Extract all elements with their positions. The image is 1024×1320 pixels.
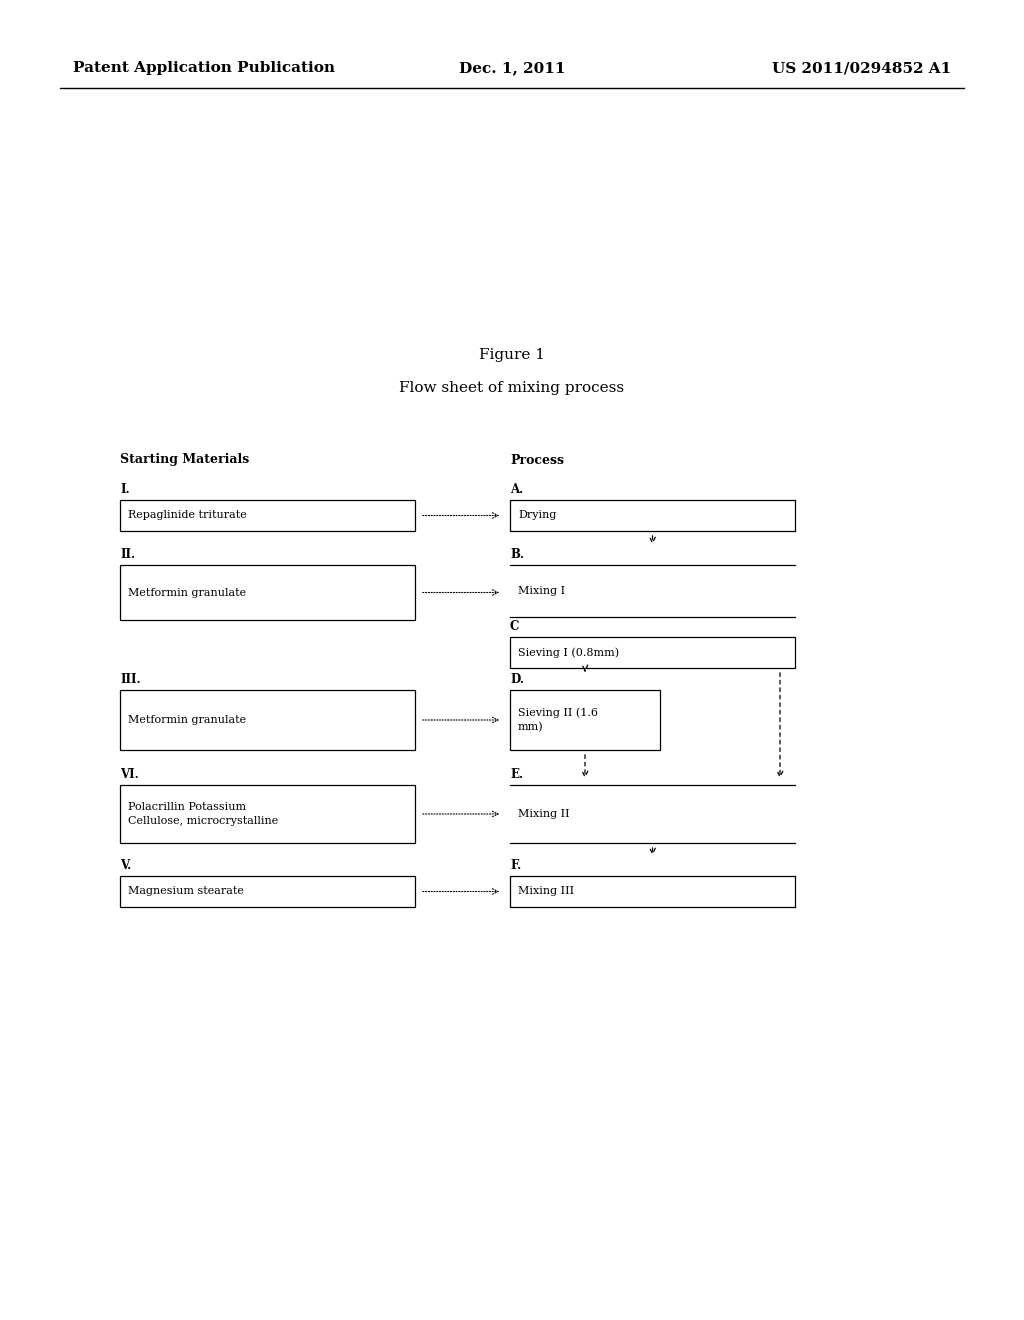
Text: A.: A. bbox=[510, 483, 523, 496]
Text: F.: F. bbox=[510, 859, 521, 873]
Text: Mixing I: Mixing I bbox=[518, 586, 565, 597]
Bar bbox=[120, 876, 415, 907]
Text: Drying: Drying bbox=[518, 511, 556, 520]
Text: Sieving I (0.8mm): Sieving I (0.8mm) bbox=[518, 647, 620, 657]
Text: VI.: VI. bbox=[120, 768, 138, 781]
Text: Metformin granulate: Metformin granulate bbox=[128, 715, 246, 725]
Text: Sieving II (1.6
mm): Sieving II (1.6 mm) bbox=[518, 708, 598, 733]
Bar bbox=[120, 690, 415, 750]
Text: US 2011/0294852 A1: US 2011/0294852 A1 bbox=[772, 61, 951, 75]
Bar bbox=[510, 876, 795, 907]
Text: Magnesium stearate: Magnesium stearate bbox=[128, 887, 244, 896]
Text: Metformin granulate: Metformin granulate bbox=[128, 587, 246, 598]
Text: E.: E. bbox=[510, 768, 523, 781]
Text: Repaglinide triturate: Repaglinide triturate bbox=[128, 511, 247, 520]
Text: Starting Materials: Starting Materials bbox=[120, 454, 249, 466]
Bar bbox=[510, 500, 795, 531]
Text: D.: D. bbox=[510, 673, 524, 686]
Bar bbox=[510, 638, 795, 668]
Bar bbox=[510, 690, 660, 750]
Text: Mixing II: Mixing II bbox=[518, 809, 569, 818]
Text: Flow sheet of mixing process: Flow sheet of mixing process bbox=[399, 381, 625, 395]
Text: C: C bbox=[510, 620, 519, 634]
Text: Mixing III: Mixing III bbox=[518, 887, 574, 896]
Text: I.: I. bbox=[120, 483, 130, 496]
Text: V.: V. bbox=[120, 859, 131, 873]
Text: III.: III. bbox=[120, 673, 140, 686]
Bar bbox=[120, 785, 415, 843]
Text: Dec. 1, 2011: Dec. 1, 2011 bbox=[459, 61, 565, 75]
Bar bbox=[120, 565, 415, 620]
Bar bbox=[120, 500, 415, 531]
Text: Figure 1: Figure 1 bbox=[479, 348, 545, 362]
Text: II.: II. bbox=[120, 548, 135, 561]
Text: B.: B. bbox=[510, 548, 524, 561]
Text: Patent Application Publication: Patent Application Publication bbox=[73, 61, 335, 75]
Text: Process: Process bbox=[510, 454, 564, 466]
Text: Polacrillin Potassium
Cellulose, microcrystalline: Polacrillin Potassium Cellulose, microcr… bbox=[128, 803, 279, 825]
